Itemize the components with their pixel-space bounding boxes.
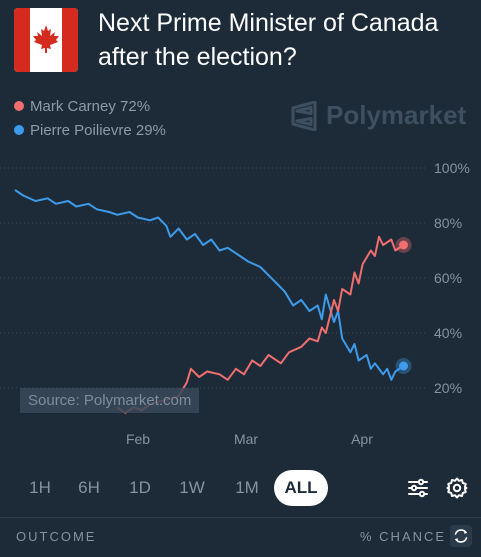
y-tick-label: 100% <box>434 160 470 176</box>
market-header: Next Prime Minister of Canada after the … <box>0 0 481 90</box>
watermark-text: Polymarket <box>326 100 467 130</box>
timeframe-6h-button[interactable]: 6H <box>74 470 104 506</box>
x-tick-label: Apr <box>351 431 373 447</box>
timeframe-all-button[interactable]: ALL <box>274 470 328 506</box>
series-line-pierre-poilievre <box>14 189 405 381</box>
probability-chart: 20% 40% 60% 80% 100% Feb Mar Apr <box>0 160 470 447</box>
legend-label-poilievre: Pierre Poilievre 29% <box>30 121 166 139</box>
series-line-mark-carney <box>116 235 405 414</box>
outcome-label: OUTCOME <box>16 529 97 544</box>
y-tick-label: 60% <box>434 270 462 286</box>
polymarket-watermark: Polymarket <box>290 100 466 131</box>
endpoint-dot <box>399 240 409 250</box>
polymarket-logo-icon <box>291 100 317 131</box>
timeframe-1m-button[interactable]: 1M <box>231 470 263 506</box>
y-tick-label: 20% <box>434 380 462 396</box>
outcome-header: OUTCOME % CHANCE <box>0 524 481 548</box>
chart-legend: Mark Carney 72% Pierre Poilievre 29% <box>14 94 166 142</box>
page-title: Next Prime Minister of Canada after the … <box>98 9 439 71</box>
legend-item-poilievre: Pierre Poilievre 29% <box>14 118 166 142</box>
timeframe-bar: 1H 6H 1D 1W 1M ALL <box>0 466 481 510</box>
legend-item-carney: Mark Carney 72% <box>14 94 166 118</box>
y-tick-label: 80% <box>434 215 462 231</box>
carney-dot-icon <box>14 101 24 111</box>
refresh-icon[interactable] <box>450 525 472 547</box>
y-tick-label: 40% <box>434 325 462 341</box>
divider <box>0 517 481 518</box>
timeframe-1w-button[interactable]: 1W <box>176 470 208 506</box>
source-label: Source: Polymarket.com <box>20 388 200 413</box>
legend-label-carney: Mark Carney 72% <box>30 97 151 115</box>
x-tick-label: Mar <box>234 431 258 447</box>
chance-label: % CHANCE <box>360 529 447 544</box>
timeframe-1d-button[interactable]: 1D <box>125 470 155 506</box>
poilievre-dot-icon <box>14 125 24 135</box>
gear-icon[interactable] <box>445 476 469 500</box>
sliders-icon[interactable] <box>406 476 430 500</box>
endpoint-dot <box>399 361 409 371</box>
canada-flag-icon <box>14 8 78 72</box>
x-tick-label: Feb <box>126 431 150 447</box>
timeframe-1h-button[interactable]: 1H <box>26 470 54 506</box>
